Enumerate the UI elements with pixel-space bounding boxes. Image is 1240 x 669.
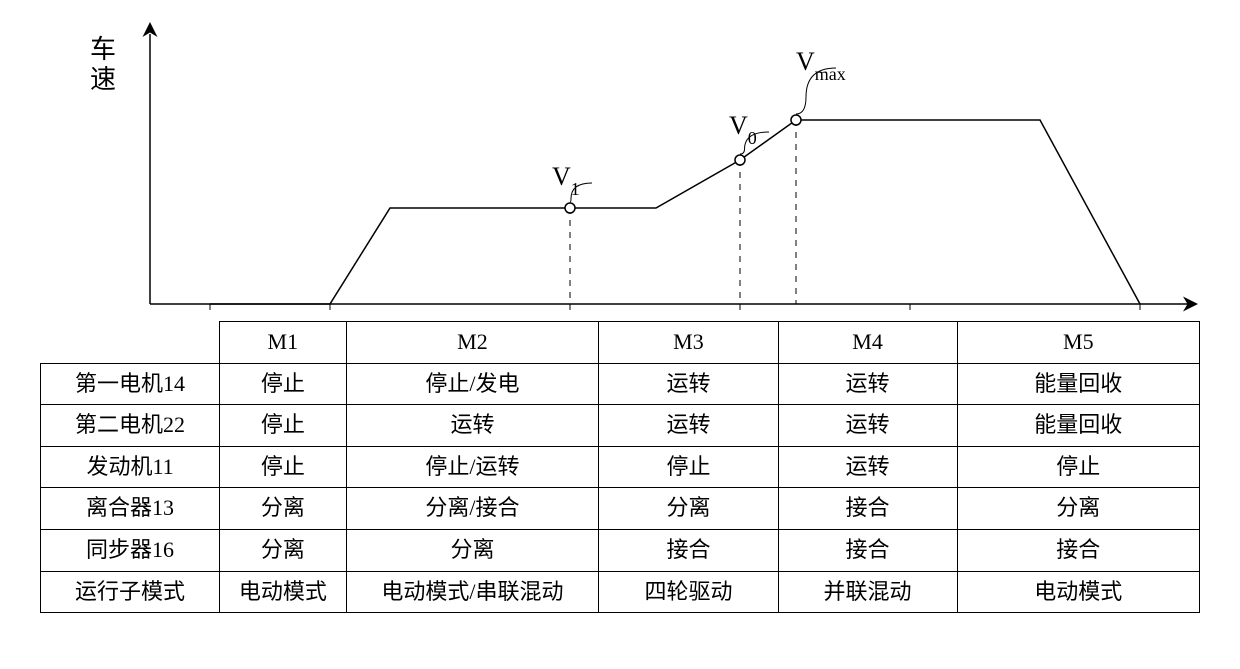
table-cell: 运转 [778, 446, 957, 488]
table-cell: 停止 [220, 405, 346, 447]
table-cell: 运转 [346, 405, 599, 447]
table-cell: 分离 [346, 529, 599, 571]
table-row: 离合器13分离分离/接合分离接合分离 [41, 488, 1200, 530]
svg-text:车速: 车速 [90, 35, 116, 94]
table-row: 同步器16分离分离接合接合接合 [41, 529, 1200, 571]
table-header-M1: M1 [220, 322, 346, 364]
table-cell: 停止/发电 [346, 363, 599, 405]
row-label: 第一电机14 [41, 363, 220, 405]
mode-table: M1M2M3M4M5 第一电机14停止停止/发电运转运转能量回收第二电机22停止… [40, 321, 1200, 613]
speed-profile-chart: 车速 V1 V0 Vmax [40, 10, 1200, 316]
row-label: 发动机11 [41, 446, 220, 488]
table-cell: 运转 [599, 405, 778, 447]
table-header-M2: M2 [346, 322, 599, 364]
svg-text:V0: V0 [729, 111, 757, 148]
table-cell: 接合 [599, 529, 778, 571]
table-row: 第二电机22停止运转运转运转能量回收 [41, 405, 1200, 447]
table-cell: 运转 [778, 405, 957, 447]
table-header-M4: M4 [778, 322, 957, 364]
table-cell: 接合 [957, 529, 1199, 571]
table-cell: 接合 [778, 529, 957, 571]
table-header-M3: M3 [599, 322, 778, 364]
table-header-M5: M5 [957, 322, 1199, 364]
table-cell: 停止 [957, 446, 1199, 488]
table-row: 第一电机14停止停止/发电运转运转能量回收 [41, 363, 1200, 405]
table-cell: 停止 [599, 446, 778, 488]
table-cell: 分离/接合 [346, 488, 599, 530]
table-cell: 电动模式 [957, 571, 1199, 613]
table-cell: 并联混动 [778, 571, 957, 613]
table-cell: 电动模式/串联混动 [346, 571, 599, 613]
table-cell: 分离 [220, 529, 346, 571]
row-label: 同步器16 [41, 529, 220, 571]
table-cell: 停止/运转 [346, 446, 599, 488]
row-label: 第二电机22 [41, 405, 220, 447]
row-label: 运行子模式 [41, 571, 220, 613]
table-cell: 运转 [599, 363, 778, 405]
table-cell: 接合 [778, 488, 957, 530]
row-label: 离合器13 [41, 488, 220, 530]
table-cell: 停止 [220, 363, 346, 405]
table-cell: 停止 [220, 446, 346, 488]
table-cell: 运转 [778, 363, 957, 405]
table-cell: 能量回收 [957, 363, 1199, 405]
svg-text:V1: V1 [552, 162, 580, 199]
table-cell: 分离 [599, 488, 778, 530]
table-row: 发动机11停止停止/运转停止运转停止 [41, 446, 1200, 488]
table-cell: 分离 [957, 488, 1199, 530]
svg-text:Vmax: Vmax [796, 47, 846, 84]
table-cell: 四轮驱动 [599, 571, 778, 613]
table-row: 运行子模式电动模式电动模式/串联混动四轮驱动并联混动电动模式 [41, 571, 1200, 613]
table-cell: 电动模式 [220, 571, 346, 613]
table-cell: 能量回收 [957, 405, 1199, 447]
table-header-blank [41, 322, 220, 364]
table-cell: 分离 [220, 488, 346, 530]
